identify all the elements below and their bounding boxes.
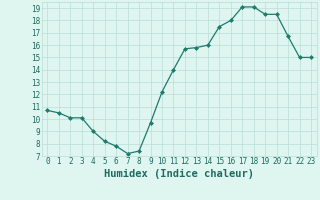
X-axis label: Humidex (Indice chaleur): Humidex (Indice chaleur) <box>104 169 254 179</box>
